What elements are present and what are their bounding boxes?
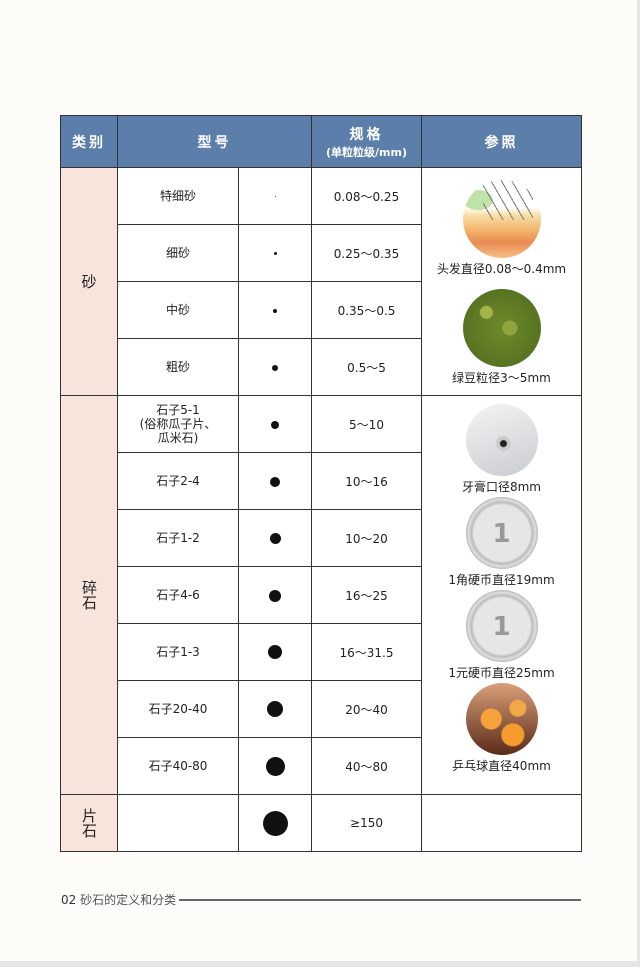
table-row: 片石 ≥150 <box>60 794 582 852</box>
size-dot-icon <box>262 810 288 836</box>
reference-item: 头发直径0.08～0.4mm <box>422 180 581 287</box>
reference-item: 绿豆粒径3～5mm <box>422 289 581 386</box>
table-row: 粗砂 0.5～5 <box>61 338 582 396</box>
category-cell: 片石 <box>60 794 118 852</box>
size-dot-cell <box>238 167 312 225</box>
spec-cell: 40～80 <box>311 737 422 795</box>
table-row: 石子4-6 16～25 <box>61 566 582 624</box>
spec-cell: 5～10 <box>311 395 422 453</box>
spec-cell: 10～16 <box>311 452 422 510</box>
header-spec: 规格 (单粒粒级/mm) <box>311 115 422 168</box>
spec-cell: 16～25 <box>311 566 422 624</box>
size-dot-icon <box>272 364 278 371</box>
size-dot-cell <box>238 224 312 282</box>
size-dot-cell <box>238 281 312 339</box>
spec-cell: 0.25～0.35 <box>311 224 422 282</box>
reference-label: 牙膏口径8mm <box>461 480 541 494</box>
reference-label: 乒乓球直径40mm <box>452 759 551 773</box>
table-row: 石子20-40 20～40 <box>61 680 582 738</box>
mung-beans-icon <box>462 289 541 367</box>
model-cell: 细砂 <box>117 224 239 282</box>
table-row: 砂特细砂 0.08～0.25 头发直径0.08～0.4mm 绿豆粒径3～5mm <box>60 167 582 396</box>
footer: 02 砂石的定义和分类 <box>61 891 581 908</box>
size-dot-cell <box>238 509 312 567</box>
category-cell: 碎石 <box>60 395 118 795</box>
spec-cell: 20～40 <box>311 680 422 738</box>
table-header: 类别 型号 规格 (单粒粒级/mm) 参照 <box>60 115 582 168</box>
table-row: 碎石 石子5-1 (俗称瓜子片、 瓜米石) 5～10 牙膏口径8mm 1 1角硬币直径19… <box>60 395 582 795</box>
spec-cell: 0.08～0.25 <box>311 167 422 225</box>
model-cell: 粗砂 <box>117 338 239 396</box>
size-dot-cell <box>238 680 312 738</box>
model-cell <box>117 794 239 852</box>
spec-cell: 10～20 <box>311 509 422 567</box>
toothpaste-tube-icon <box>465 404 538 476</box>
model-cell: 石子1-2 <box>117 509 239 567</box>
coin-denomination: 1 <box>492 612 511 642</box>
size-dot-cell <box>238 566 312 624</box>
spec-cell: 16～31.5 <box>311 623 422 681</box>
gravel-classification-table: 类别 型号 规格 (单粒粒级/mm) 参照 砂特细砂 0.08～0.25 头发直径0.… <box>60 115 582 852</box>
model-cell: 中砂 <box>117 281 239 339</box>
coin-denomination: 1 <box>492 519 511 549</box>
header-category: 类别 <box>60 115 118 168</box>
one-yuan-coin-icon: 1 <box>465 590 538 662</box>
spec-cell: 0.35～0.5 <box>311 281 422 339</box>
size-dot-cell <box>238 794 312 852</box>
table-row: 中砂 0.35～0.5 <box>61 281 582 339</box>
model-cell: 特细砂 <box>117 167 239 225</box>
size-dot-icon <box>265 756 285 776</box>
reference-item: 牙膏口径8mm <box>422 404 581 495</box>
size-dot-cell <box>238 338 312 396</box>
page-number: 02 <box>61 892 77 907</box>
size-dot-icon <box>273 252 277 255</box>
size-dot-icon <box>267 701 283 717</box>
footer-rule <box>179 898 581 901</box>
size-dot-icon <box>274 196 276 197</box>
reference-item: 乒乓球直径40mm <box>422 683 581 774</box>
size-dot-icon <box>273 308 277 313</box>
spec-cell: 0.5～5 <box>311 338 422 396</box>
header-reference: 参照 <box>421 115 582 168</box>
model-cell: 石子4-6 <box>117 566 239 624</box>
model-cell: 石子2-4 <box>117 452 239 510</box>
spec-cell: ≥150 <box>311 794 422 852</box>
table-row: 石子1-3 16～31.5 <box>61 623 582 681</box>
reference-cell <box>421 794 582 852</box>
reference-cell: 牙膏口径8mm 1 1角硬币直径19mm 1 1元硬币直径25mm 乒乓球直径40mm <box>421 395 582 795</box>
section-title: 砂石的定义和分类 <box>80 893 177 907</box>
category-cell: 砂 <box>60 167 118 396</box>
size-dot-cell <box>238 452 312 510</box>
model-cell: 石子1-3 <box>117 623 239 681</box>
size-dot-icon <box>269 533 281 544</box>
table-row: 石子2-4 10～16 <box>61 452 582 510</box>
size-dot-icon <box>271 420 279 429</box>
reference-item: 1 1元硬币直径25mm <box>422 590 581 681</box>
one-jiao-coin-icon: 1 <box>465 497 538 569</box>
ping-pong-balls-icon <box>465 683 538 755</box>
size-dot-cell <box>238 395 312 453</box>
reference-label: 绿豆粒径3～5mm <box>452 371 551 385</box>
model-cell: 石子20-40 <box>117 680 239 738</box>
model-cell: 石子5-1 (俗称瓜子片、 瓜米石) <box>117 395 239 453</box>
table-row: 细砂 0.25～0.35 <box>61 224 582 282</box>
size-dot-icon <box>269 589 281 602</box>
size-dot-icon <box>268 645 282 660</box>
reference-cell: 头发直径0.08～0.4mm 绿豆粒径3～5mm <box>421 167 582 396</box>
header-model: 型号 <box>117 115 312 168</box>
reference-item: 1 1角硬币直径19mm <box>422 497 581 588</box>
hair-cross-section-icon <box>462 180 541 258</box>
size-dot-icon <box>270 476 280 487</box>
size-dot-cell <box>238 737 312 795</box>
reference-label: 1角硬币直径19mm <box>448 573 555 587</box>
reference-label: 头发直径0.08～0.4mm <box>436 262 567 276</box>
reference-label: 1元硬币直径25mm <box>448 666 555 680</box>
size-dot-cell <box>238 623 312 681</box>
model-cell: 石子40-80 <box>117 737 239 795</box>
